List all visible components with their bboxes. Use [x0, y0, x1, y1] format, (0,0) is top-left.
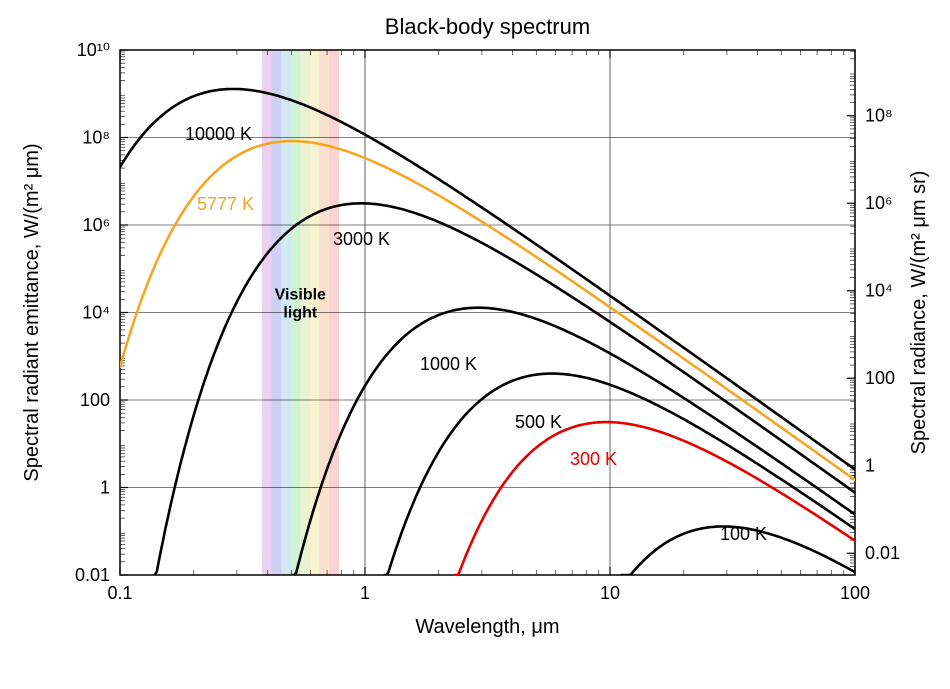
- chart-background: [0, 0, 950, 689]
- y-right-tick-label: 100: [865, 368, 895, 388]
- curve-label-100k: 100 K: [720, 524, 767, 544]
- curve-label-500k: 500 K: [515, 412, 562, 432]
- curve-label-300k: 300 K: [570, 449, 617, 469]
- y-left-tick-label: 100: [80, 390, 110, 410]
- y-right-axis-label: Spectral radiance, W/(m² μm sr): [908, 171, 930, 455]
- y-right-tick-label: 10⁴: [865, 281, 893, 301]
- visible-light-label: light: [283, 304, 317, 321]
- y-left-tick-label: 0.01: [75, 565, 110, 585]
- y-right-tick-label: 10⁸: [865, 106, 893, 126]
- y-left-tick-label: 10⁸: [82, 128, 110, 148]
- visible-light-label: Visible: [275, 286, 326, 303]
- y-right-tick-label: 1: [865, 456, 875, 476]
- y-right-tick-label: 0.01: [865, 543, 900, 563]
- y-left-tick-label: 10¹⁰: [77, 40, 110, 60]
- x-tick-label: 100: [840, 583, 870, 603]
- x-axis-label: Wavelength, μm: [415, 616, 559, 638]
- y-left-axis-label: Spectral radiant emittance, W/(m² μm): [21, 143, 43, 481]
- x-tick-label: 0.1: [107, 583, 132, 603]
- curve-label-5777k: 5777 K: [197, 194, 254, 214]
- y-left-tick-label: 1: [100, 478, 110, 498]
- curve-label-1000k: 1000 K: [420, 354, 477, 374]
- y-right-tick-label: 10⁶: [865, 193, 892, 213]
- chart-title: Black-body spectrum: [385, 14, 590, 39]
- x-tick-label: 1: [360, 583, 370, 603]
- x-tick-label: 10: [600, 583, 620, 603]
- blackbody-chart: 0.1 1 10 100 0.01 1 100 10⁴ 10⁶ 10⁸ 10¹⁰ 0.01 1 100 10…: [0, 0, 950, 689]
- y-left-tick-label: 10⁴: [82, 303, 110, 323]
- curve-label-3000k: 3000 K: [333, 229, 390, 249]
- y-left-tick-label: 10⁶: [83, 215, 110, 235]
- curve-label-10000k: 10000 K: [185, 124, 252, 144]
